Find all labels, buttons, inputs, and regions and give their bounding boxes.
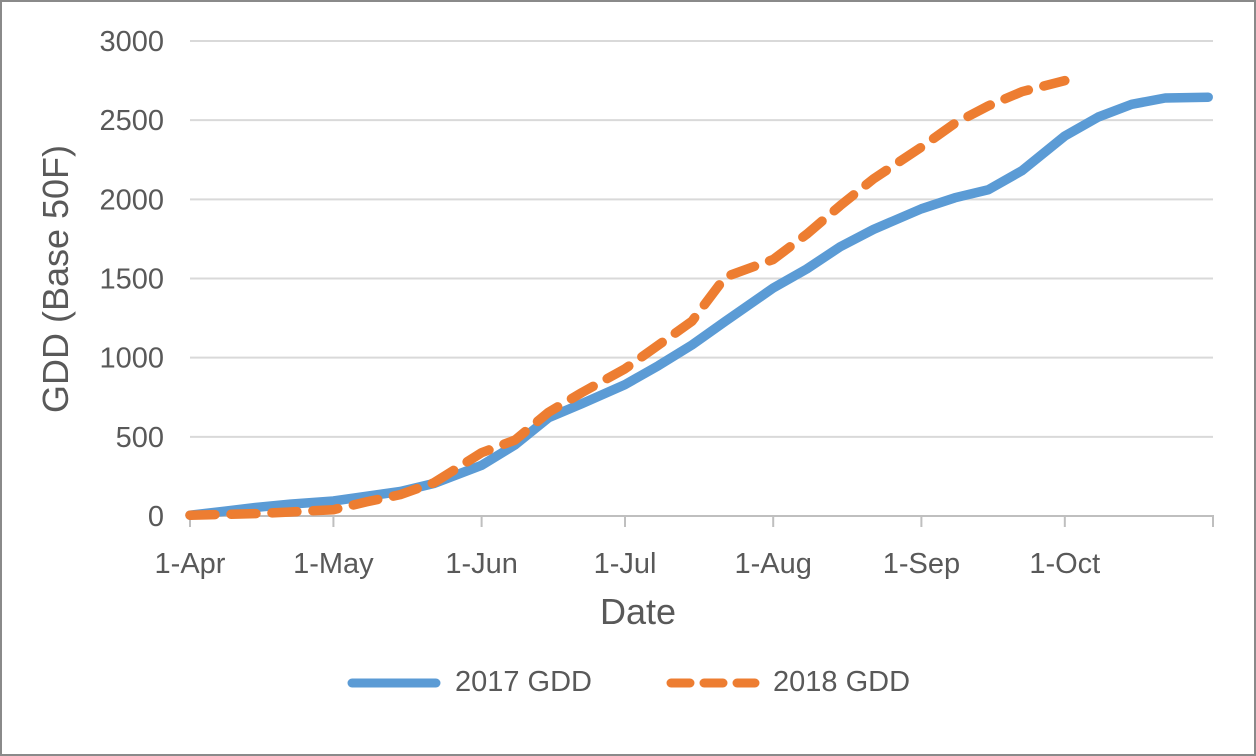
x-tick-label: 1-Jun xyxy=(445,548,518,580)
tick-labels-group: 0 500 1000 1500 2000 2500 3000 1-Apr 1-May 1-Jun 1… xyxy=(99,26,1100,580)
legend-item-2018-gdd: 2018 GDD xyxy=(664,668,910,697)
gridlines-group xyxy=(190,40,1213,438)
y-tick-label: 0 xyxy=(148,501,164,533)
legend-line-dashed-icon xyxy=(666,678,760,687)
x-tick-label: 1-Oct xyxy=(1029,548,1100,580)
x-tick-label: 1-Apr xyxy=(155,548,226,580)
x-tick-label: 1-Aug xyxy=(735,548,812,580)
series-line-2018-gdd xyxy=(185,75,1070,520)
chart-legend: 2017 GDD 2018 GDD xyxy=(2,668,1254,697)
series-lines-group xyxy=(185,75,1213,520)
y-tick-label: 2500 xyxy=(99,105,164,137)
y-axis-title: GDD (Base 50F) xyxy=(35,145,76,413)
x-tick-label: 1-May xyxy=(293,548,374,580)
y-tick-label: 500 xyxy=(116,422,164,454)
series-line-2017-gdd xyxy=(185,92,1213,520)
legend-label: 2018 GDD xyxy=(773,666,911,698)
axes-group xyxy=(189,515,1214,527)
legend-line-solid-icon xyxy=(347,678,441,687)
legend-item-2017-gdd: 2017 GDD xyxy=(346,668,592,697)
x-tick-label: 1-Jul xyxy=(594,548,657,580)
y-tick-label: 3000 xyxy=(99,26,164,58)
y-tick-label: 1000 xyxy=(99,343,164,375)
y-tick-label: 2000 xyxy=(99,184,164,216)
legend-label: 2017 GDD xyxy=(454,666,592,698)
x-tick-label: 1-Sep xyxy=(883,548,960,580)
x-axis-title: Date xyxy=(600,591,676,632)
y-tick-label: 1500 xyxy=(99,264,164,296)
